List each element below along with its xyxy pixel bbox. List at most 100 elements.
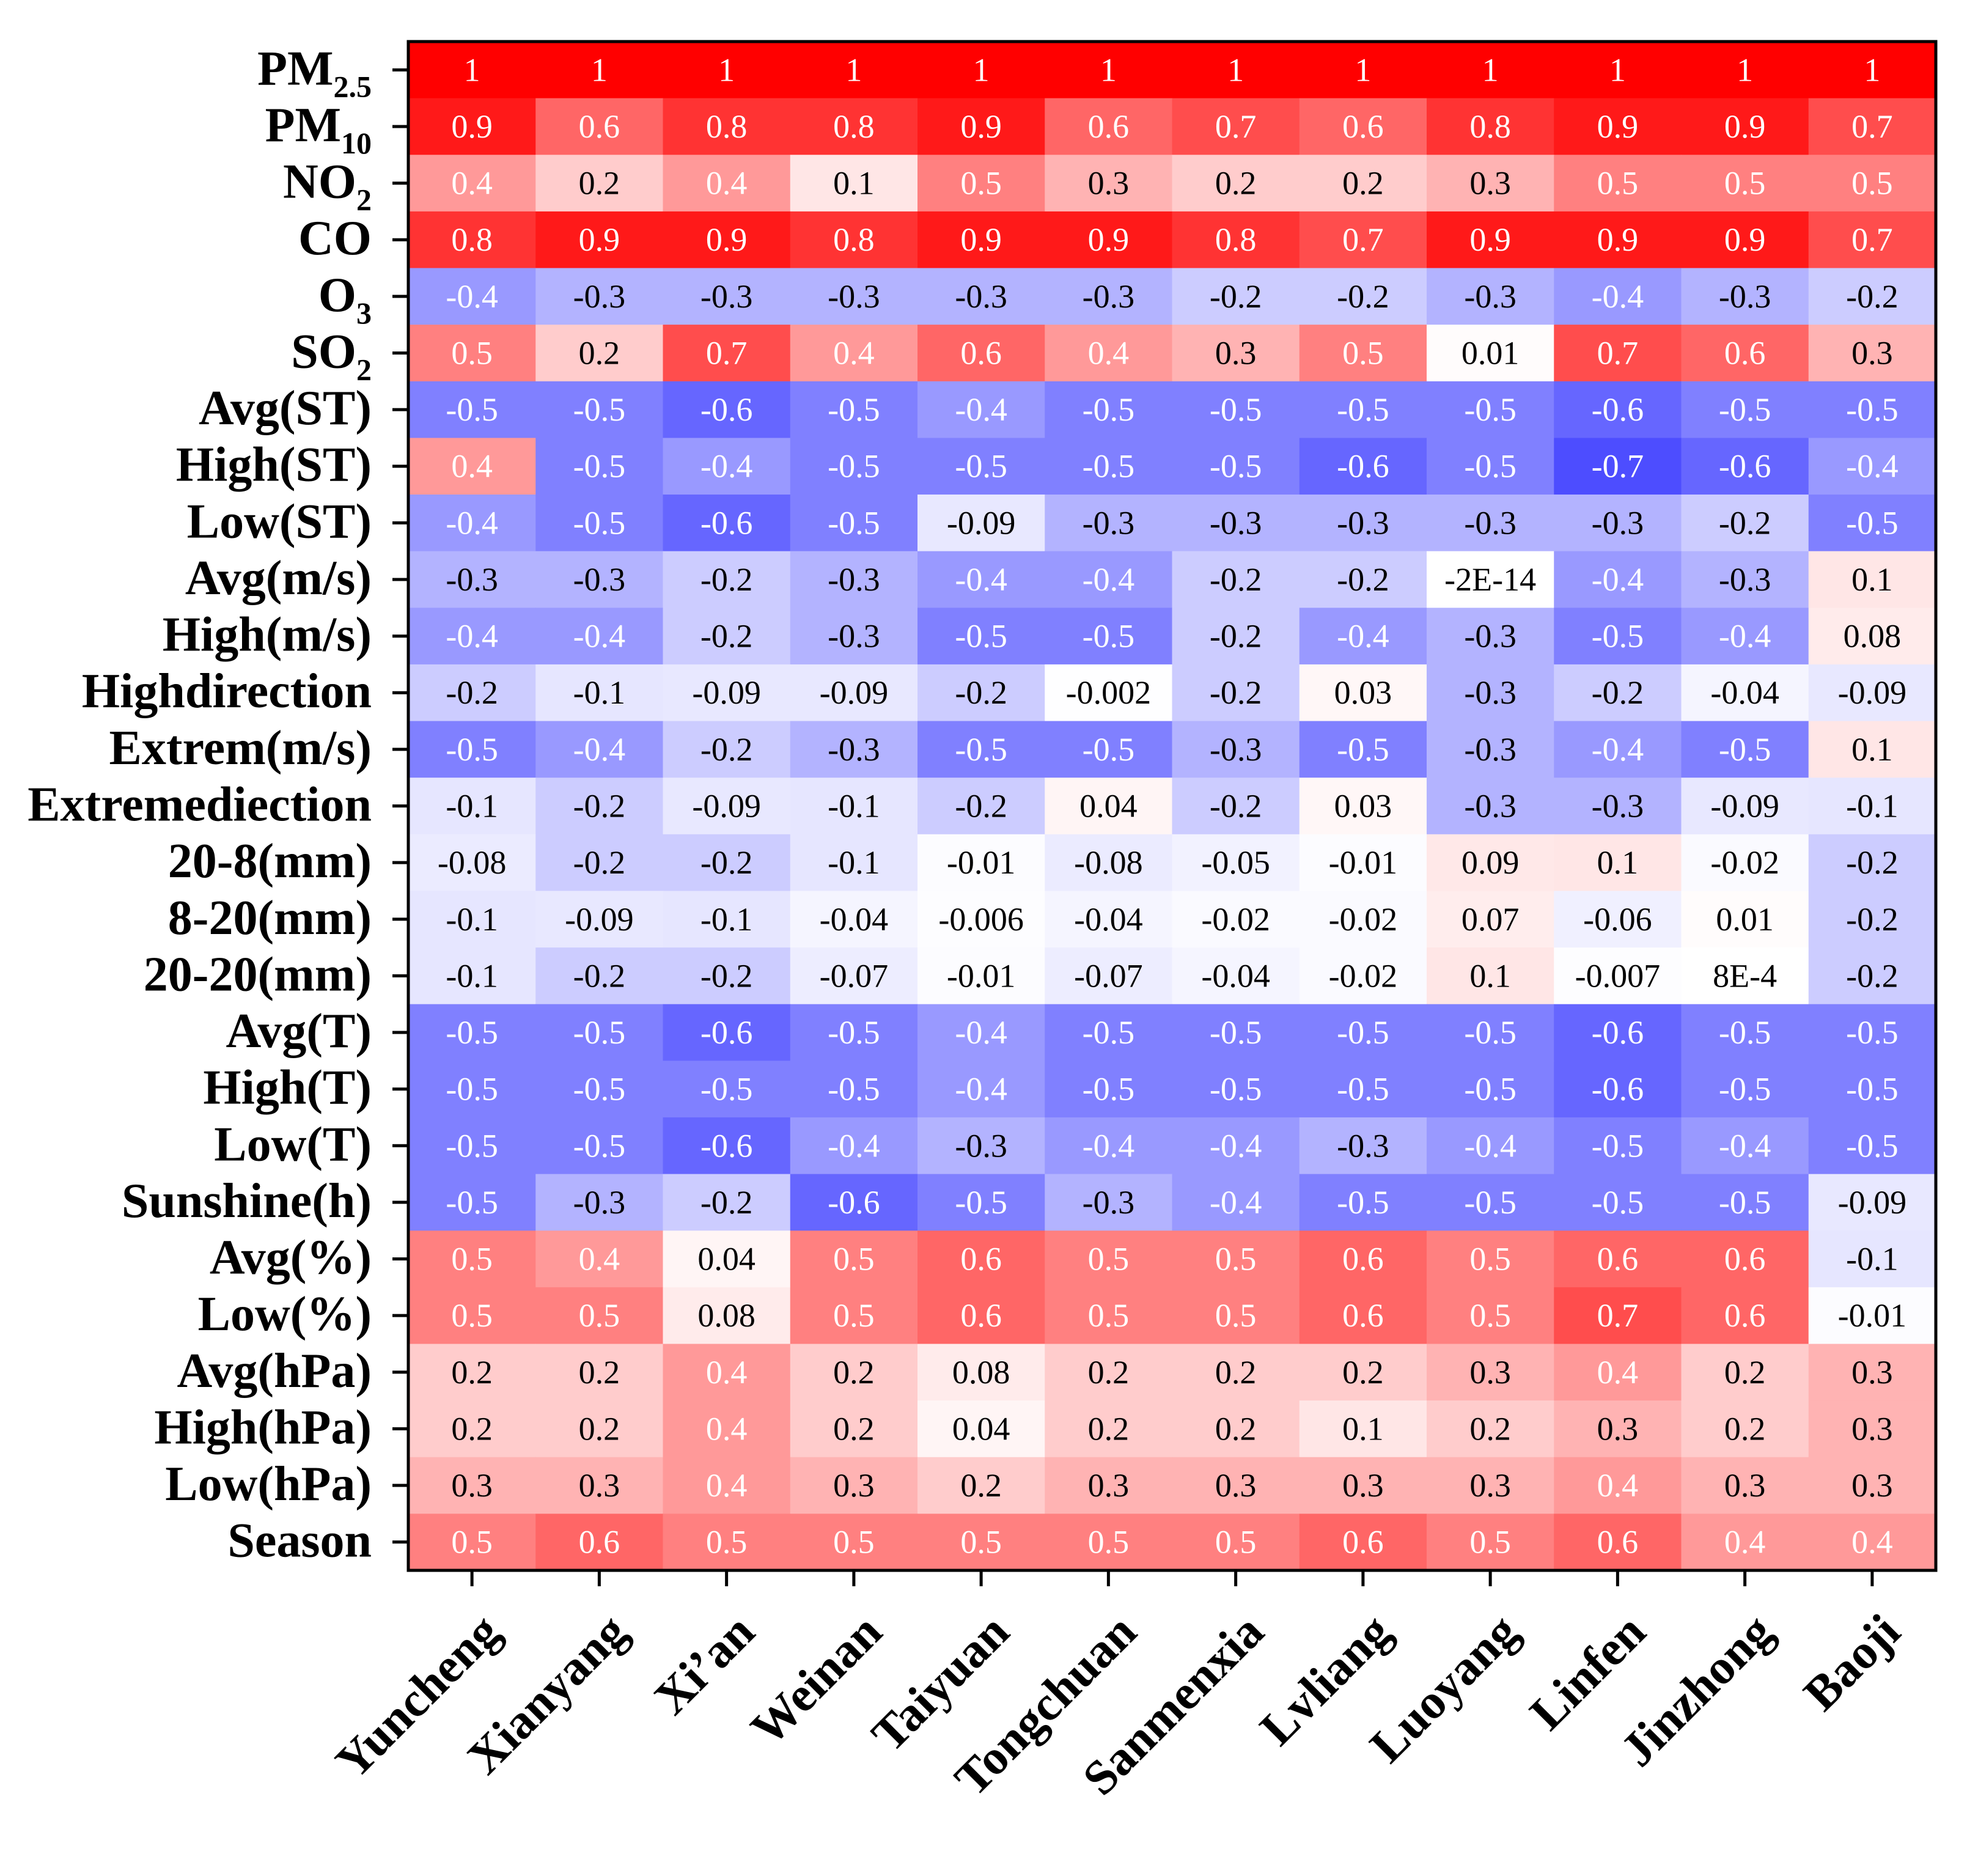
cell-value-label: -0.02 [1329,901,1397,938]
heatmap-cell-so2-luoyang [1427,325,1554,382]
cell-value-label: 0.2 [579,334,620,371]
cell-value-label: -0.5 [1592,1184,1644,1221]
heatmap-cell-avg-st-xi-an [663,381,791,439]
heatmap-cell-high-hpa-tongchuan [1045,1400,1173,1458]
cell-value-label: 0.2 [1088,1410,1130,1447]
cell-value-label: 0.4 [833,334,875,371]
heatmap-cell-extrem-m-s-tongchuan [1045,721,1173,778]
heatmap-cell-high-st-weinan [790,438,918,495]
heatmap-cell-8-20-mm-xianyang [535,891,664,948]
heatmap-cell-20-8-mm-lvliang [1299,834,1427,892]
heatmap-cell-low-t-xi-an [663,1117,791,1175]
heatmap-cell-low-hpa-weinan [790,1457,918,1514]
cell-value-label: -0.3 [1083,278,1134,315]
cell-value-label: -0.01 [1838,1297,1906,1334]
cell-value-label: 0.3 [1469,1467,1511,1504]
heatmap-cell-season-baoji [1808,1514,1936,1571]
cell-value-label: 0.3 [1215,334,1257,371]
heatmap-cell-low-hpa-baoji [1808,1457,1936,1514]
heatmap-cell-extremediection-jinzhong [1681,778,1809,835]
heatmap-cell-highdirection-linfen [1554,664,1682,722]
heatmap-cell-low-t-tongchuan [1045,1117,1173,1175]
cell-value-label: -0.2 [1846,957,1898,994]
heatmap-cell-season-taiyuan [917,1514,1045,1571]
cell-value-label: 0.04 [952,1410,1010,1447]
heatmap-cell-low-hpa-jinzhong [1681,1457,1809,1514]
cell-value-label: 0.2 [1215,165,1257,202]
heatmap-cell-so2-xi-an [663,325,791,382]
heatmap-cell-co-weinan [790,211,918,269]
heatmap-cell-8-20-mm-lvliang [1299,891,1427,948]
heatmap-cell-extrem-m-s-taiyuan [917,721,1045,778]
cell-value-label: 0.4 [451,165,493,202]
row-label-pm10: PM10 [265,98,372,160]
heatmap-cell-low-st-sanmenxia [1172,495,1300,552]
heatmap-cell-8-20-mm-taiyuan [917,891,1045,948]
cell-value-label: 0.5 [1342,334,1384,371]
heatmap-cell-high-hpa-taiyuan [917,1400,1045,1458]
heatmap-cell-avg-xi-an [663,1230,791,1288]
heatmap-cell-pm2-5-taiyuan [917,42,1045,99]
cell-value-label: 0.2 [1724,1354,1766,1391]
cell-value-label: -0.2 [700,618,752,655]
heatmap-cell-avg-m-s-lvliang [1299,551,1427,608]
cell-value-label: -0.2 [1337,278,1389,315]
heatmap-cell-high-t-jinzhong [1681,1061,1809,1118]
heatmap-cell-avg-t-yuncheng [408,1004,536,1061]
heatmap-cell-pm2-5-luoyang [1427,42,1554,99]
heatmap-cell-low-st-weinan [790,495,918,552]
heatmap-cell-avg-taiyuan [917,1230,1045,1288]
heatmap-cell-high-m-s-yuncheng [408,608,536,665]
row-label-low: Low(%) [198,1287,372,1341]
cell-value-label: 0.3 [1597,1410,1639,1447]
heatmap-cell-pm2-5-yuncheng [408,42,536,99]
heatmap-cell-high-st-linfen [1554,438,1682,495]
heatmap-cell-labels: 1 1 1 1 1 1 1 1 1 1 1 1 0.9 0.6 0.8 0.8 0.9 0.6 0.7 0.6 0.8 0… [438,51,1906,1560]
cell-value-label: 0.5 [960,165,1002,202]
heatmap-cell-high-t-yuncheng [408,1061,536,1118]
cell-value-label: -0.4 [1083,1127,1134,1164]
cell-value-label: 0.6 [960,1297,1002,1334]
cell-value-label: -0.5 [1210,391,1262,428]
row-label-high-m-s: High(m/s) [163,608,372,662]
cell-value-label: -0.3 [1083,504,1134,541]
cell-value-label: 0.8 [1469,108,1511,145]
heatmap-cell-high-hpa-baoji [1808,1400,1936,1458]
heatmap-cell-low-hpa-taiyuan [917,1457,1045,1514]
cell-value-label: 0.1 [1597,844,1639,881]
cell-value-label: 0.5 [1724,165,1766,202]
heatmap-cell-sunshine-h-baoji [1808,1174,1936,1231]
heatmap-cell-pm2-5-baoji [1808,42,1936,99]
heatmap-cell-low-lvliang [1299,1287,1427,1345]
heatmap-cell-no2-tongchuan [1045,155,1173,212]
cell-value-label: -0.4 [573,731,625,768]
heatmap-cell-20-20-mm-xi-an [663,947,791,1005]
cell-value-label: -0.6 [1592,1071,1644,1108]
cell-value-label: -0.3 [1719,278,1771,315]
cell-value-label: -0.5 [828,391,880,428]
cell-value-label: 0.2 [1215,1354,1257,1391]
heatmap-cell-high-hpa-jinzhong [1681,1400,1809,1458]
cell-value-label: -0.3 [1337,1127,1389,1164]
cell-value-label: -0.2 [1719,504,1771,541]
heatmap-cell-sunshine-h-sanmenxia [1172,1174,1300,1231]
cell-value-label: 0.7 [1851,221,1893,258]
heatmap-cell-high-hpa-sanmenxia [1172,1400,1300,1458]
heatmap-cell-highdirection-luoyang [1427,664,1554,722]
heatmap-cell-season-luoyang [1427,1514,1554,1571]
heatmap-cell-low-t-linfen [1554,1117,1682,1175]
heatmap-cell-high-m-s-weinan [790,608,918,665]
heatmap-cell-co-tongchuan [1045,211,1173,269]
cell-value-label: -0.05 [1201,844,1270,881]
cell-value-label: -0.3 [1464,504,1516,541]
heatmap-cell-high-hpa-yuncheng [408,1400,536,1458]
heatmap-cell-o3-luoyang [1427,268,1554,325]
cell-value-label: 0.07 [1461,901,1520,938]
heatmap-cell-highdirection-taiyuan [917,664,1045,722]
cell-value-label: -0.04 [1710,674,1779,711]
cell-value-label: 0.3 [451,1467,493,1504]
cell-value-label: 0.8 [451,221,493,258]
cell-value-label: -0.7 [1592,448,1644,485]
heatmap-cell-high-m-s-linfen [1554,608,1682,665]
